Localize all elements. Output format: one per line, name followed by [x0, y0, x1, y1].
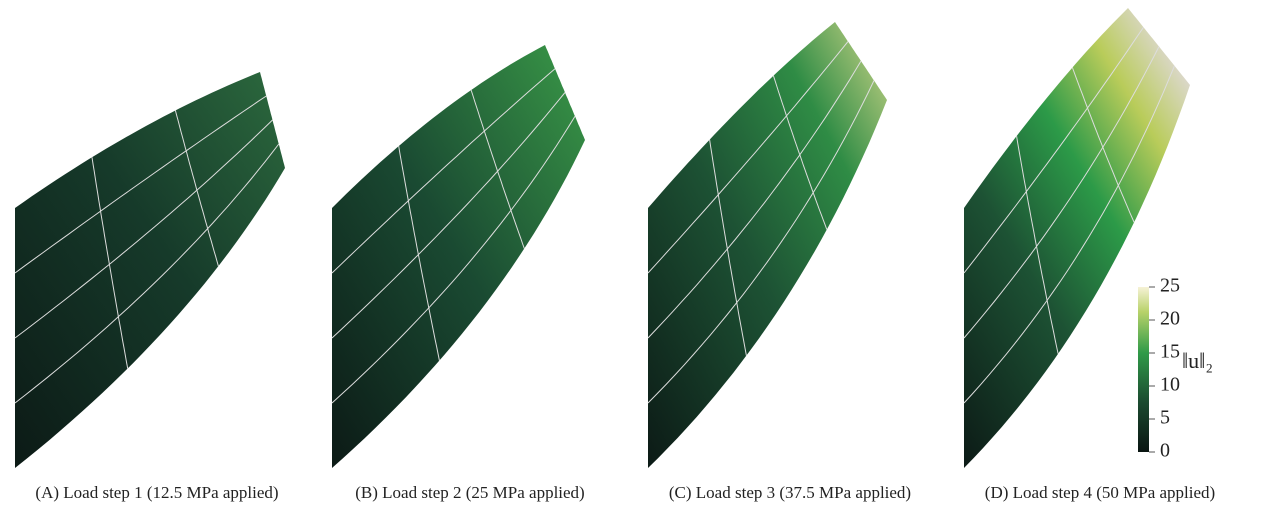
colorbar-tick-label: 5 — [1160, 407, 1170, 429]
colorbar-tick-label: 15 — [1160, 341, 1180, 363]
colorbar-label: ‖u‖₂ — [1182, 348, 1213, 373]
colorbar — [1138, 287, 1149, 452]
mesh-surface — [15, 72, 285, 468]
mesh-surface — [964, 8, 1190, 468]
colorbar-tick-label: 10 — [1160, 374, 1180, 396]
figure: ‖u‖₂ (A) Load step 1 (12.5 MPa applied) (… — [0, 0, 1271, 508]
mesh-surface — [332, 45, 585, 468]
colorbar-tick-label: 25 — [1160, 275, 1180, 297]
caption: (D) Load step 4 (50 MPa applied) — [985, 483, 1215, 502]
colorbar-tick-label: 20 — [1160, 308, 1180, 330]
caption: (A) Load step 1 (12.5 MPa applied) — [35, 483, 278, 502]
mesh-surface — [648, 22, 887, 468]
caption: (C) Load step 3 (37.5 MPa applied) — [669, 483, 911, 502]
panels — [15, 8, 1190, 468]
caption: (B) Load step 2 (25 MPa applied) — [355, 483, 584, 502]
colorbar-tick-label: 0 — [1160, 440, 1170, 462]
